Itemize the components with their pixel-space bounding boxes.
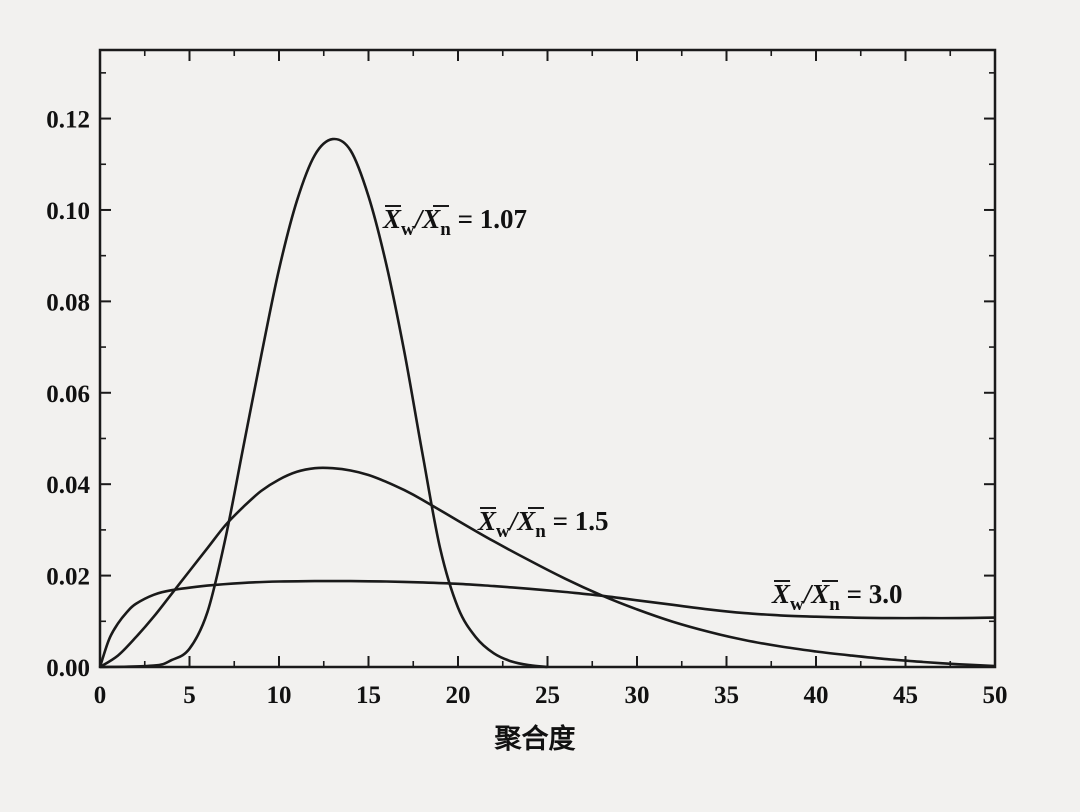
- annotation-text: Xw/Xn = 3.0: [771, 579, 902, 615]
- tick-labels: 0 5 10 15 20 25 30 35 40 45 50 0.00 0.02 0.04 0.06 0.08…: [46, 107, 1007, 709]
- annotation-sub2: n: [440, 219, 451, 240]
- y-tick-label: 0.10: [46, 198, 90, 225]
- series-line-pdi-3-0: [98, 579, 996, 668]
- x-tick-label: 35: [714, 682, 739, 709]
- annotation-pdi-3-0: Xw/Xn = 3.0: [771, 579, 902, 615]
- x-tick-label: 40: [804, 682, 829, 709]
- x-tick-label: 45: [893, 682, 918, 709]
- series-lines: [98, 137, 996, 669]
- annotation-mid: /X: [802, 579, 831, 609]
- series-line-pdi-1-5: [99, 466, 996, 669]
- y-tick-label: 0.12: [46, 107, 90, 134]
- annotation-text: Xw/Xn = 1.5: [477, 506, 608, 542]
- x-axis-title: 聚合度: [494, 723, 576, 754]
- x-tick-label: 25: [535, 682, 560, 709]
- x-tick-label: 10: [267, 682, 292, 709]
- annotation-suffix: = 3.0: [840, 579, 903, 609]
- annotation-text: Xw/Xn = 1.07: [382, 204, 527, 240]
- annotation-prefix: X: [382, 204, 402, 234]
- annotation-sub1: w: [401, 219, 415, 240]
- series-line-pdi-1-07: [99, 137, 548, 669]
- plot-frame: [98, 48, 997, 669]
- y-tick-label: 0.00: [46, 655, 90, 682]
- annotation-sub1: w: [496, 521, 510, 542]
- x-tick-label: 50: [983, 682, 1008, 709]
- y-tick-label: 0.06: [46, 381, 90, 408]
- x-tick-label: 20: [446, 682, 471, 709]
- y-tick-label: 0.08: [46, 289, 90, 316]
- annotation-mid: /X: [413, 204, 442, 234]
- annotation-prefix: X: [771, 579, 791, 609]
- annotation-sub1: w: [790, 594, 804, 615]
- axis-ticks: [99, 50, 996, 668]
- annotation-suffix: = 1.5: [546, 506, 609, 536]
- annotation-sub2: n: [535, 521, 546, 542]
- x-tick-label: 30: [625, 682, 650, 709]
- x-tick-label: 5: [183, 682, 196, 709]
- annotation-mid: /X: [508, 506, 537, 536]
- annotation-pdi-1-07: Xw/Xn = 1.07: [382, 204, 527, 240]
- annotation-prefix: X: [477, 506, 497, 536]
- annotation-suffix: = 1.07: [451, 204, 527, 234]
- x-tick-label: 0: [94, 682, 107, 709]
- y-tick-label: 0.04: [46, 472, 90, 499]
- annotation-sub2: n: [829, 594, 840, 615]
- y-tick-label: 0.02: [46, 564, 90, 591]
- x-tick-label: 15: [356, 682, 381, 709]
- annotation-pdi-1-5: Xw/Xn = 1.5: [477, 506, 608, 542]
